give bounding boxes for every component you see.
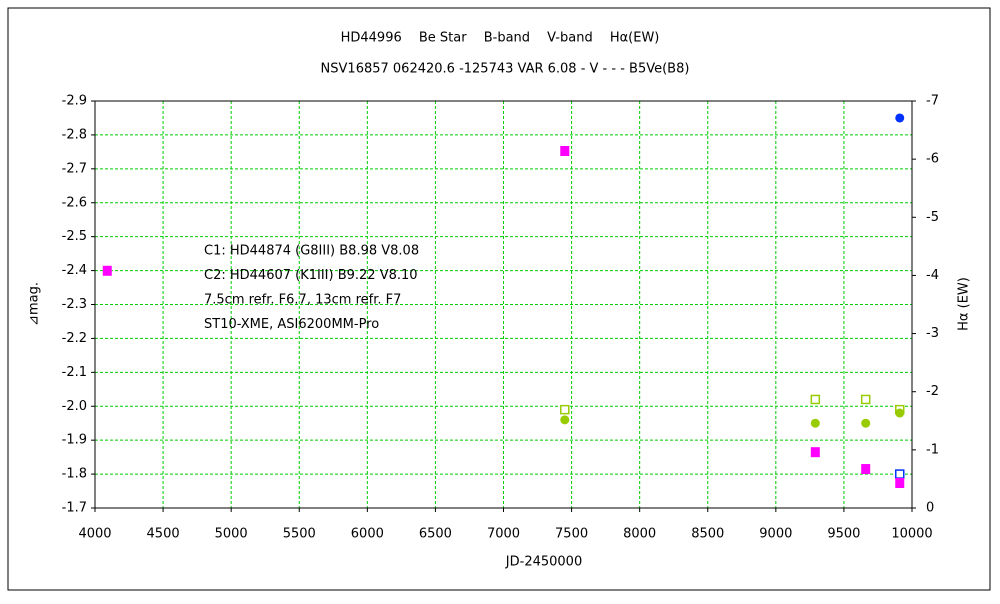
- x-tick-label: 4500: [147, 527, 180, 542]
- point: [895, 477, 905, 488]
- chart-subtitle: NSV16857 062420.6 -125743 VAR 6.08 - V -…: [321, 62, 690, 77]
- x-tick-label: 9500: [827, 527, 860, 542]
- annotation: 7.5cm refr. F6.7, 13cm refr. F7: [204, 293, 401, 308]
- y2-axis-label: Hα (EW): [957, 277, 972, 331]
- point: [560, 404, 570, 415]
- y2-tick-label: -7: [926, 94, 939, 109]
- y2-tick-label: 0: [926, 501, 934, 516]
- y2-tick-label: -2: [926, 384, 939, 399]
- annotation: ST10-XME, ASI6200MM-Pro: [204, 317, 379, 332]
- y2-tick-label: -6: [926, 152, 939, 167]
- x-tick-label: 5000: [215, 527, 248, 542]
- y-tick-label: -2.3: [62, 297, 87, 312]
- point: [102, 265, 112, 276]
- y-tick-label: -2.7: [62, 161, 87, 176]
- point: [810, 394, 821, 405]
- x-tick-label: 8500: [691, 527, 724, 542]
- point: [861, 464, 871, 475]
- x-tick-label: 10000: [891, 527, 932, 542]
- x-tick-label: 7500: [555, 527, 588, 542]
- y-tick-label: -2.0: [62, 399, 87, 414]
- y-tick-label: -2.8: [62, 127, 87, 142]
- y-tick-label: -2.6: [62, 195, 87, 210]
- point: [560, 146, 570, 157]
- point: [810, 447, 820, 458]
- point: [895, 408, 905, 418]
- point: [810, 418, 820, 428]
- point: [895, 113, 905, 123]
- annotation: C2: HD44607 (K1III) B9.22 V8.10: [204, 268, 418, 283]
- annotation: C1: HD44874 (G8III) B8.98 V8.08: [204, 244, 419, 259]
- x-axis-label: JD-2450000: [505, 555, 582, 570]
- point: [860, 394, 871, 405]
- x-tick-label: 7000: [487, 527, 520, 542]
- y2-tick-label: -3: [926, 326, 939, 341]
- point: [894, 469, 905, 479]
- x-tick-label: 8000: [623, 527, 656, 542]
- y2-tick-label: -1: [926, 442, 939, 457]
- y-tick-label: -2.9: [62, 94, 87, 109]
- y-tick-label: -2.5: [62, 229, 87, 244]
- y-tick-label: -2.2: [62, 331, 87, 346]
- point: [560, 415, 570, 425]
- x-tick-label: 4000: [78, 527, 111, 542]
- plot-area: [94, 100, 913, 509]
- chart-title: HD44996 Be Star B-band V-band Hα(EW): [341, 31, 660, 46]
- frame: [7, 7, 991, 591]
- y-tick-label: -1.7: [62, 501, 87, 516]
- y-tick-label: -2.4: [62, 263, 87, 278]
- point: [861, 418, 871, 428]
- y2-tick-label: -5: [926, 210, 939, 225]
- x-tick-label: 6000: [351, 527, 384, 542]
- y-tick-label: -1.9: [62, 433, 87, 448]
- y-tick-label: -1.8: [62, 467, 87, 482]
- y2-tick-label: -4: [926, 268, 939, 283]
- y-tick-label: -2.1: [62, 365, 87, 380]
- y-axis-label: ⊿mag.: [27, 282, 42, 326]
- x-tick-label: 5500: [283, 527, 316, 542]
- x-tick-label: 9000: [759, 527, 792, 542]
- x-tick-label: 6500: [419, 527, 452, 542]
